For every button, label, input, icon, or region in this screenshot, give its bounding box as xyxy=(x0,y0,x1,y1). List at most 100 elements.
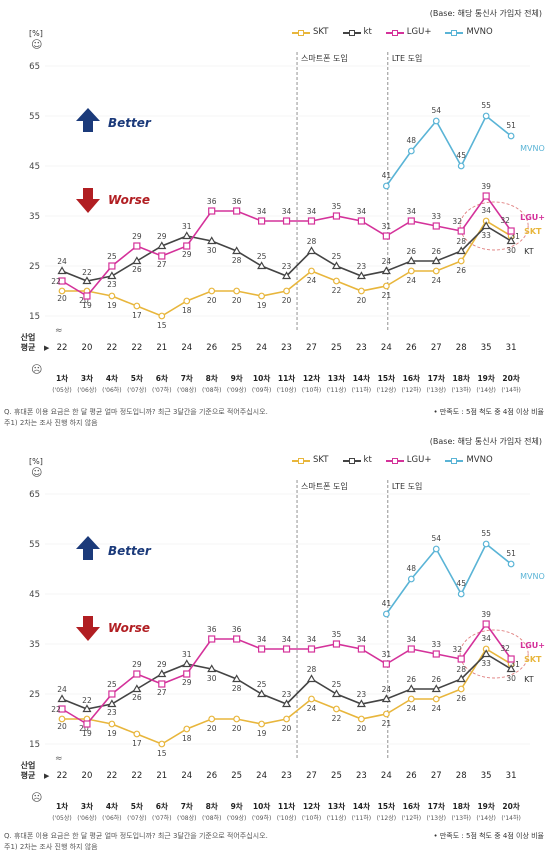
data-point xyxy=(233,287,241,295)
data-point xyxy=(158,680,166,688)
data-point xyxy=(258,292,266,300)
base-note: (Base: 해당 통신사 가입자 전체) xyxy=(429,437,542,446)
data-point xyxy=(308,267,315,275)
industry-avg-value: 22 xyxy=(131,771,142,781)
data-point xyxy=(183,725,191,733)
x-tick-label: 20차 xyxy=(502,373,519,383)
data-label: 41 xyxy=(382,599,392,608)
data-point xyxy=(133,730,141,738)
x-sub-label: ('12상) xyxy=(377,814,397,822)
data-label: 19 xyxy=(82,301,92,310)
x-sub-label: ('14하) xyxy=(501,386,521,394)
data-label: 31 xyxy=(382,650,392,659)
data-point xyxy=(432,267,440,275)
data-label: 34 xyxy=(481,206,491,215)
legend-item-skt: SKT xyxy=(292,455,329,465)
data-label: 36 xyxy=(207,197,217,206)
data-point xyxy=(482,540,490,548)
y-tick-label: 35 xyxy=(29,640,40,650)
worse-label: Worse xyxy=(108,193,150,207)
satisfaction-note: • 만족도 : 5점 척도 중 4점 이상 비율 xyxy=(433,832,544,840)
industry-avg-value: 26 xyxy=(406,343,417,353)
data-label: 31 xyxy=(382,222,392,231)
data-label: 29 xyxy=(182,678,192,687)
worse-label: Worse xyxy=(108,621,150,635)
data-label: 24 xyxy=(382,257,392,266)
data-label: 31 xyxy=(510,232,520,241)
satisfaction-note: • 만족도 : 5점 척도 중 4점 이상 비율 xyxy=(433,408,544,416)
industry-avg-value: 21 xyxy=(156,343,167,353)
series-line-mvno xyxy=(385,114,512,187)
data-label: 48 xyxy=(407,136,417,145)
industry-avg-value: 24 xyxy=(181,771,192,781)
data-label: 17 xyxy=(132,311,142,320)
industry-avg-value: 31 xyxy=(506,771,517,781)
data-point xyxy=(257,689,267,698)
data-point xyxy=(132,684,142,693)
data-point xyxy=(183,242,191,250)
data-point xyxy=(183,670,191,678)
data-point xyxy=(108,720,116,728)
data-point xyxy=(457,590,465,598)
data-label: 32 xyxy=(452,645,462,654)
data-label: 22 xyxy=(332,286,342,295)
row-arrow-icon: ▶ xyxy=(44,344,50,352)
x-sub-label: ('12하) xyxy=(402,386,422,394)
industry-avg-value: 22 xyxy=(57,343,68,353)
industry-avg-label: 산업 xyxy=(21,760,36,770)
x-tick-label: 17차 xyxy=(428,373,445,383)
x-sub-label: ('08상) xyxy=(177,386,197,394)
smile-icon: ☺ xyxy=(31,466,42,479)
industry-avg-value: 26 xyxy=(206,771,217,781)
industry-avg-value: 27 xyxy=(431,771,442,781)
data-label: 26 xyxy=(132,265,142,274)
data-label: 22 xyxy=(51,277,61,286)
data-label: 19 xyxy=(107,729,117,738)
industry-avg-value: 20 xyxy=(82,771,93,781)
data-point xyxy=(482,112,490,120)
x-tick-label: 15차 xyxy=(378,373,395,383)
x-tick-label: 19차 xyxy=(477,373,494,383)
data-point xyxy=(57,694,67,703)
x-sub-label: ('07하) xyxy=(152,386,172,394)
x-tick-label: 6차 xyxy=(156,373,168,383)
data-label: 32 xyxy=(500,644,510,653)
x-tick-label: 19차 xyxy=(477,801,494,811)
legend-item-lgu: LGU+ xyxy=(385,27,431,37)
data-point xyxy=(82,276,92,285)
data-label: 23 xyxy=(107,280,117,289)
x-tick-label: 3차 xyxy=(81,373,93,383)
data-label: 25 xyxy=(257,680,267,689)
better-label: Better xyxy=(108,544,152,558)
series-line-mvno xyxy=(385,542,512,615)
data-point xyxy=(407,645,415,653)
data-label: 21 xyxy=(382,719,392,728)
x-tick-label: 20차 xyxy=(502,801,519,811)
data-label: 22 xyxy=(332,714,342,723)
x-sub-label: ('11상) xyxy=(327,386,347,394)
legend: SKT kt LGU+ MVNO xyxy=(292,455,493,465)
data-label: 20 xyxy=(232,296,242,305)
x-sub-label: ('09하) xyxy=(252,386,272,394)
question-note: Q. 휴대폰 이용 요금은 한 달 평균 얼마 정도입니까? 최근 3달간을 기… xyxy=(4,408,268,416)
footnote: 주1) 2차는 조사 진행 하지 않음 xyxy=(4,419,98,427)
industry-avg-value: 25 xyxy=(331,771,342,781)
x-sub-label: ('10하) xyxy=(302,814,322,822)
industry-avg-value: 26 xyxy=(206,343,217,353)
data-label: 24 xyxy=(307,704,317,713)
industry-avg-value: 27 xyxy=(431,343,442,353)
data-point xyxy=(407,147,415,155)
frown-icon: ☹ xyxy=(31,363,42,376)
industry-avg-value: 23 xyxy=(281,771,292,781)
data-label: 20 xyxy=(79,296,89,305)
x-sub-label: ('11하) xyxy=(352,386,372,394)
data-point xyxy=(406,256,416,265)
data-point xyxy=(481,221,491,230)
data-point xyxy=(306,674,317,683)
data-label: 33 xyxy=(431,212,441,221)
x-sub-label: ('11하) xyxy=(352,814,372,822)
data-label: 25 xyxy=(107,680,117,689)
industry-avg-value: 24 xyxy=(381,343,392,353)
data-label: 17 xyxy=(132,739,142,748)
y-tick-label: 55 xyxy=(29,112,40,122)
